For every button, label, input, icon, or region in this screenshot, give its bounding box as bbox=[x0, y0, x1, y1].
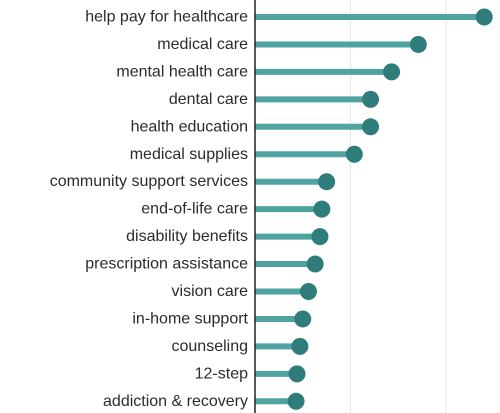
data-point bbox=[287, 392, 305, 410]
data-point bbox=[362, 118, 380, 136]
category-label: prescription assistance bbox=[85, 256, 248, 273]
data-point bbox=[313, 200, 331, 218]
gridlines bbox=[350, 0, 447, 413]
category-label: disability benefits bbox=[126, 228, 248, 245]
dots bbox=[287, 8, 493, 410]
data-point bbox=[294, 310, 312, 328]
category-label: counseling bbox=[172, 338, 249, 355]
data-point bbox=[311, 228, 329, 246]
category-label: help pay for healthcare bbox=[85, 9, 248, 26]
category-label: dental care bbox=[169, 91, 248, 108]
category-label: medical supplies bbox=[130, 146, 248, 163]
category-label: vision care bbox=[172, 283, 249, 300]
data-point bbox=[383, 63, 401, 81]
data-point bbox=[409, 35, 427, 53]
category-label: health education bbox=[131, 118, 248, 135]
category-label: addiction & recovery bbox=[103, 393, 248, 410]
category-label: mental health care bbox=[116, 63, 248, 80]
category-label: 12-step bbox=[195, 365, 248, 382]
data-point bbox=[299, 283, 317, 300]
data-point bbox=[318, 173, 336, 191]
data-point bbox=[362, 90, 380, 108]
data-point bbox=[306, 255, 324, 273]
stems bbox=[255, 14, 485, 405]
category-label: in-home support bbox=[132, 310, 248, 327]
data-point bbox=[475, 8, 493, 26]
category-label: community support services bbox=[50, 173, 248, 190]
data-point bbox=[288, 365, 306, 383]
category-labels: help pay for healthcare medical care menta… bbox=[50, 9, 249, 410]
data-point bbox=[291, 337, 309, 355]
category-label: end-of-life care bbox=[141, 201, 248, 218]
category-label: medical care bbox=[157, 36, 248, 53]
data-point bbox=[345, 145, 363, 163]
